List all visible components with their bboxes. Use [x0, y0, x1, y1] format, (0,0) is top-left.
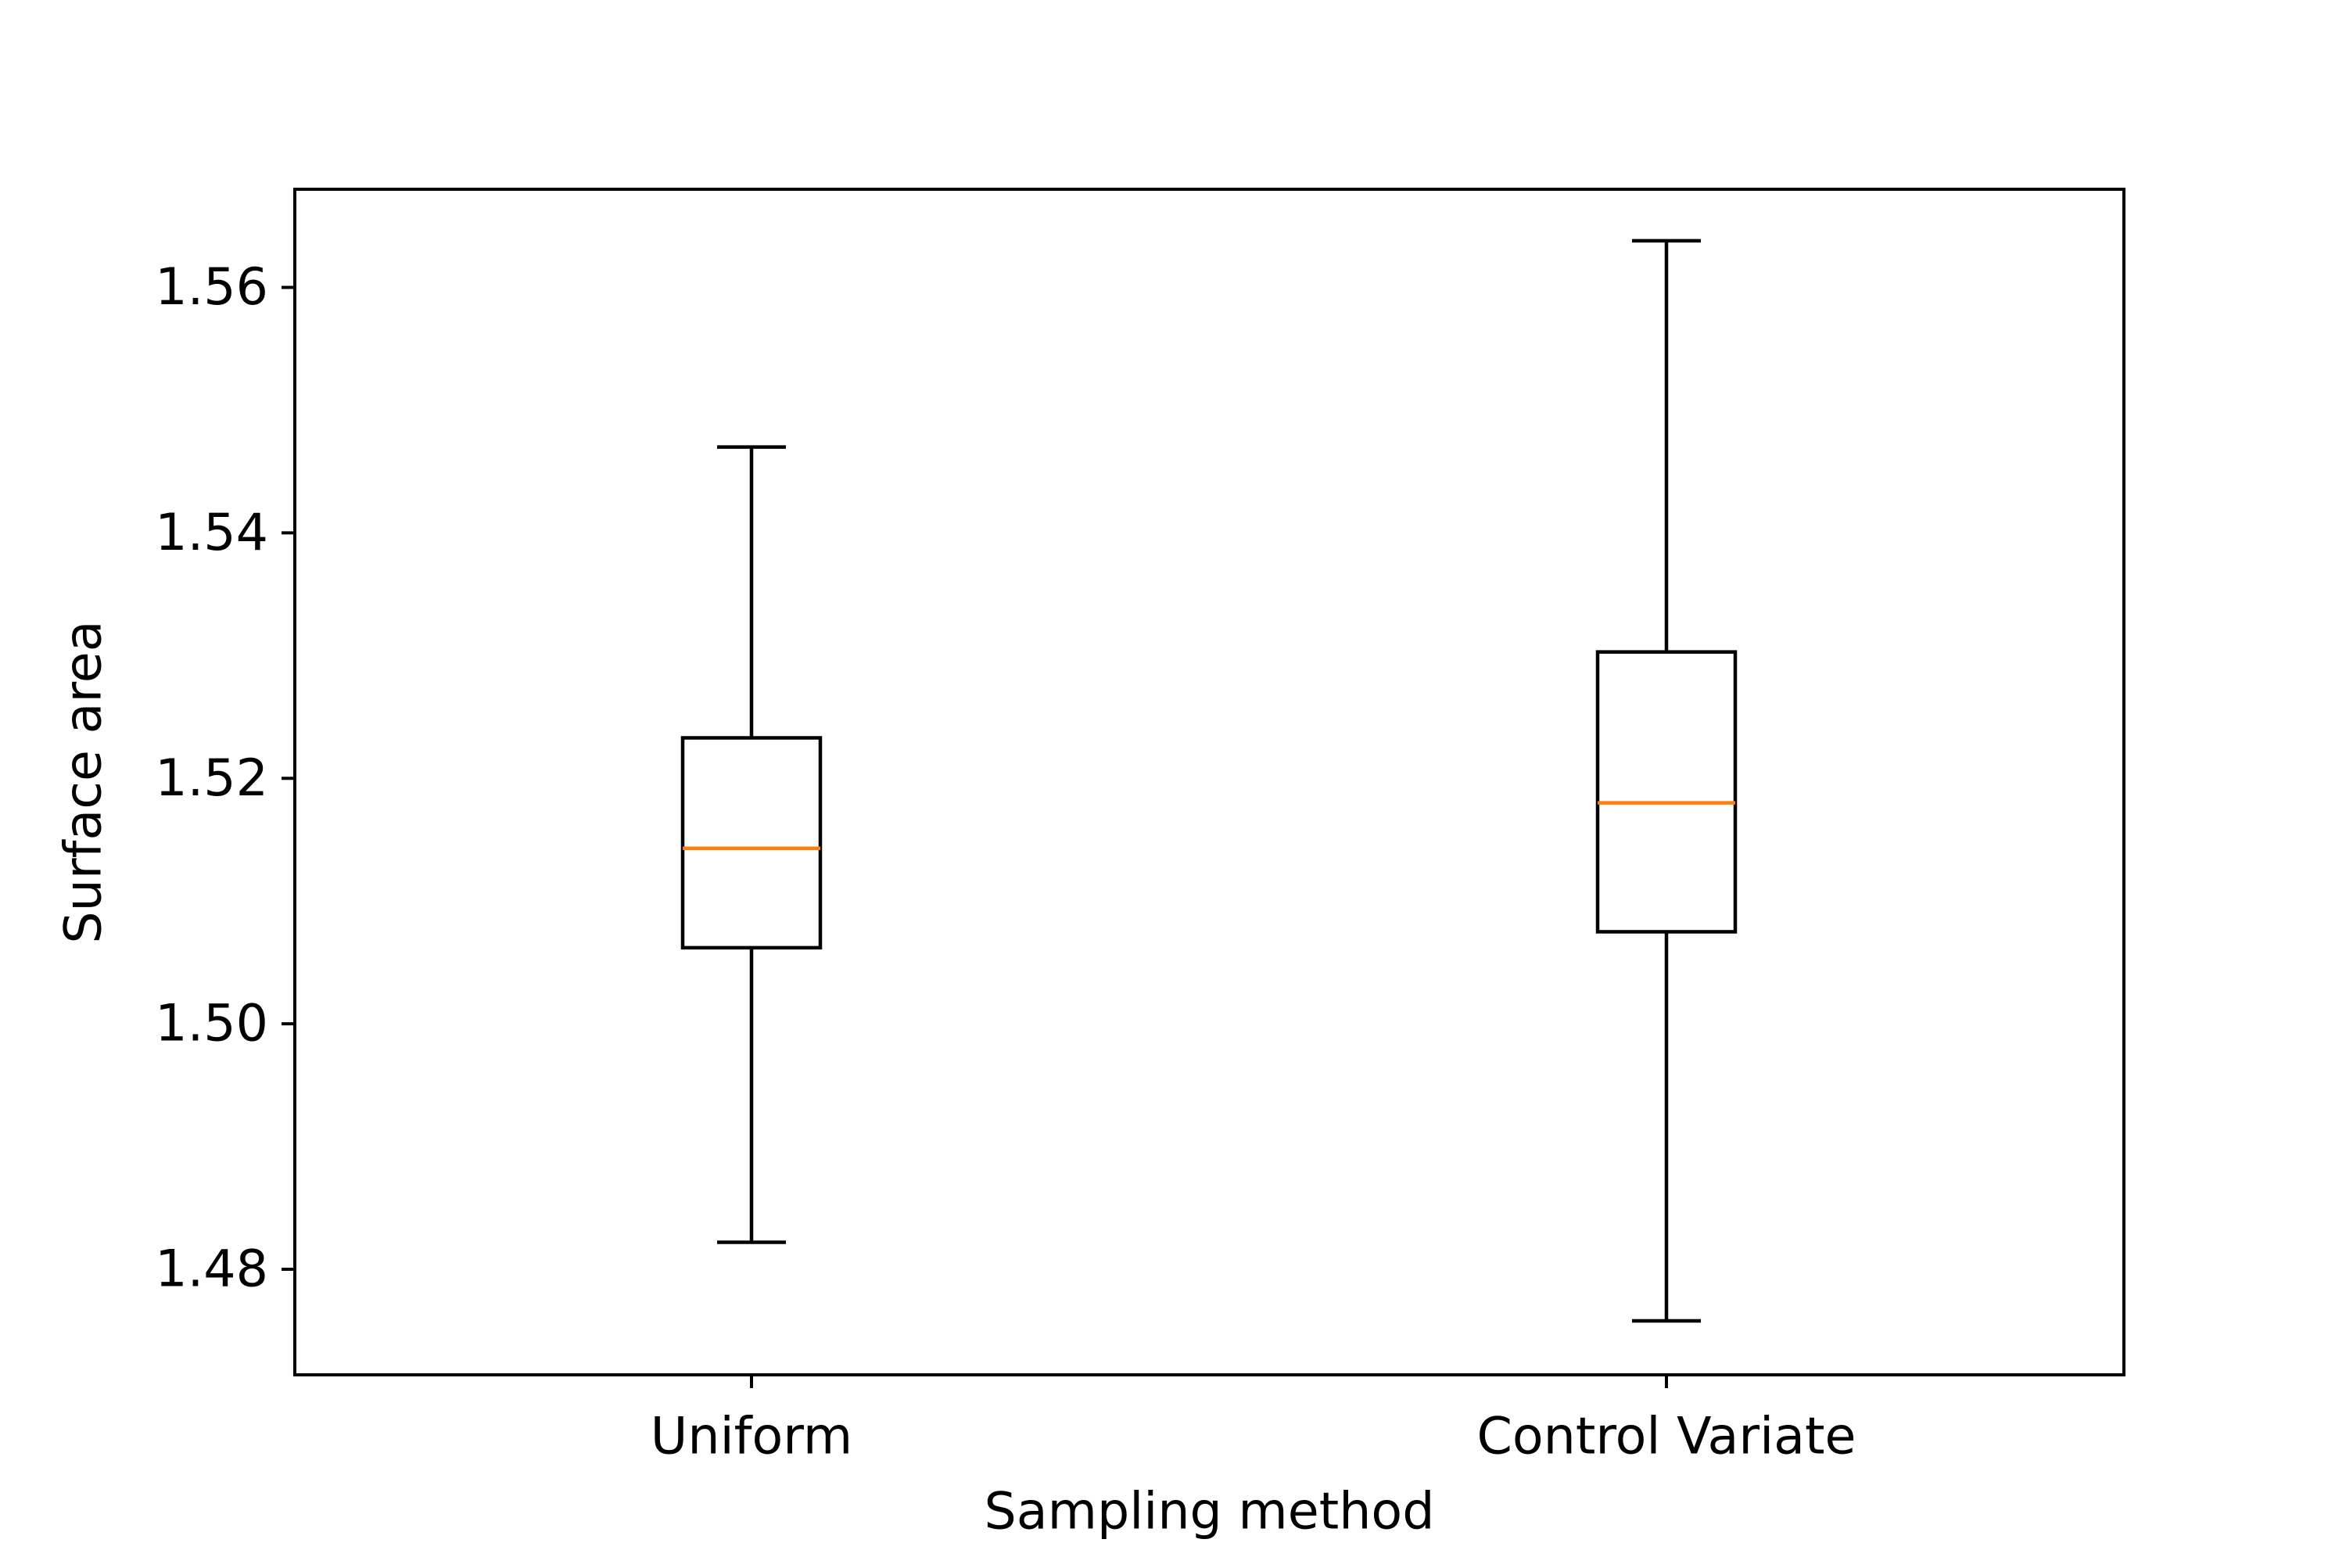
y-tick-label: 1.52 [155, 749, 268, 808]
interquartile-box [680, 736, 823, 950]
y-tick-label: 1.50 [155, 995, 268, 1053]
interquartile-box [1595, 650, 1738, 934]
y-axis-label: Surface area [55, 620, 113, 943]
plot-frame [293, 188, 2125, 1376]
box-uniform [680, 445, 823, 1244]
x-tick-label: Uniform [651, 1408, 852, 1466]
x-axis-label: Sampling method [985, 1483, 1435, 1541]
y-tick-label: 1.56 [155, 258, 268, 317]
x-tick-label: Control Variate [1477, 1408, 1856, 1466]
box-control-variate [1595, 239, 1738, 1323]
y-tick-label: 1.54 [155, 504, 268, 562]
y-tick-label: 1.48 [155, 1240, 268, 1299]
